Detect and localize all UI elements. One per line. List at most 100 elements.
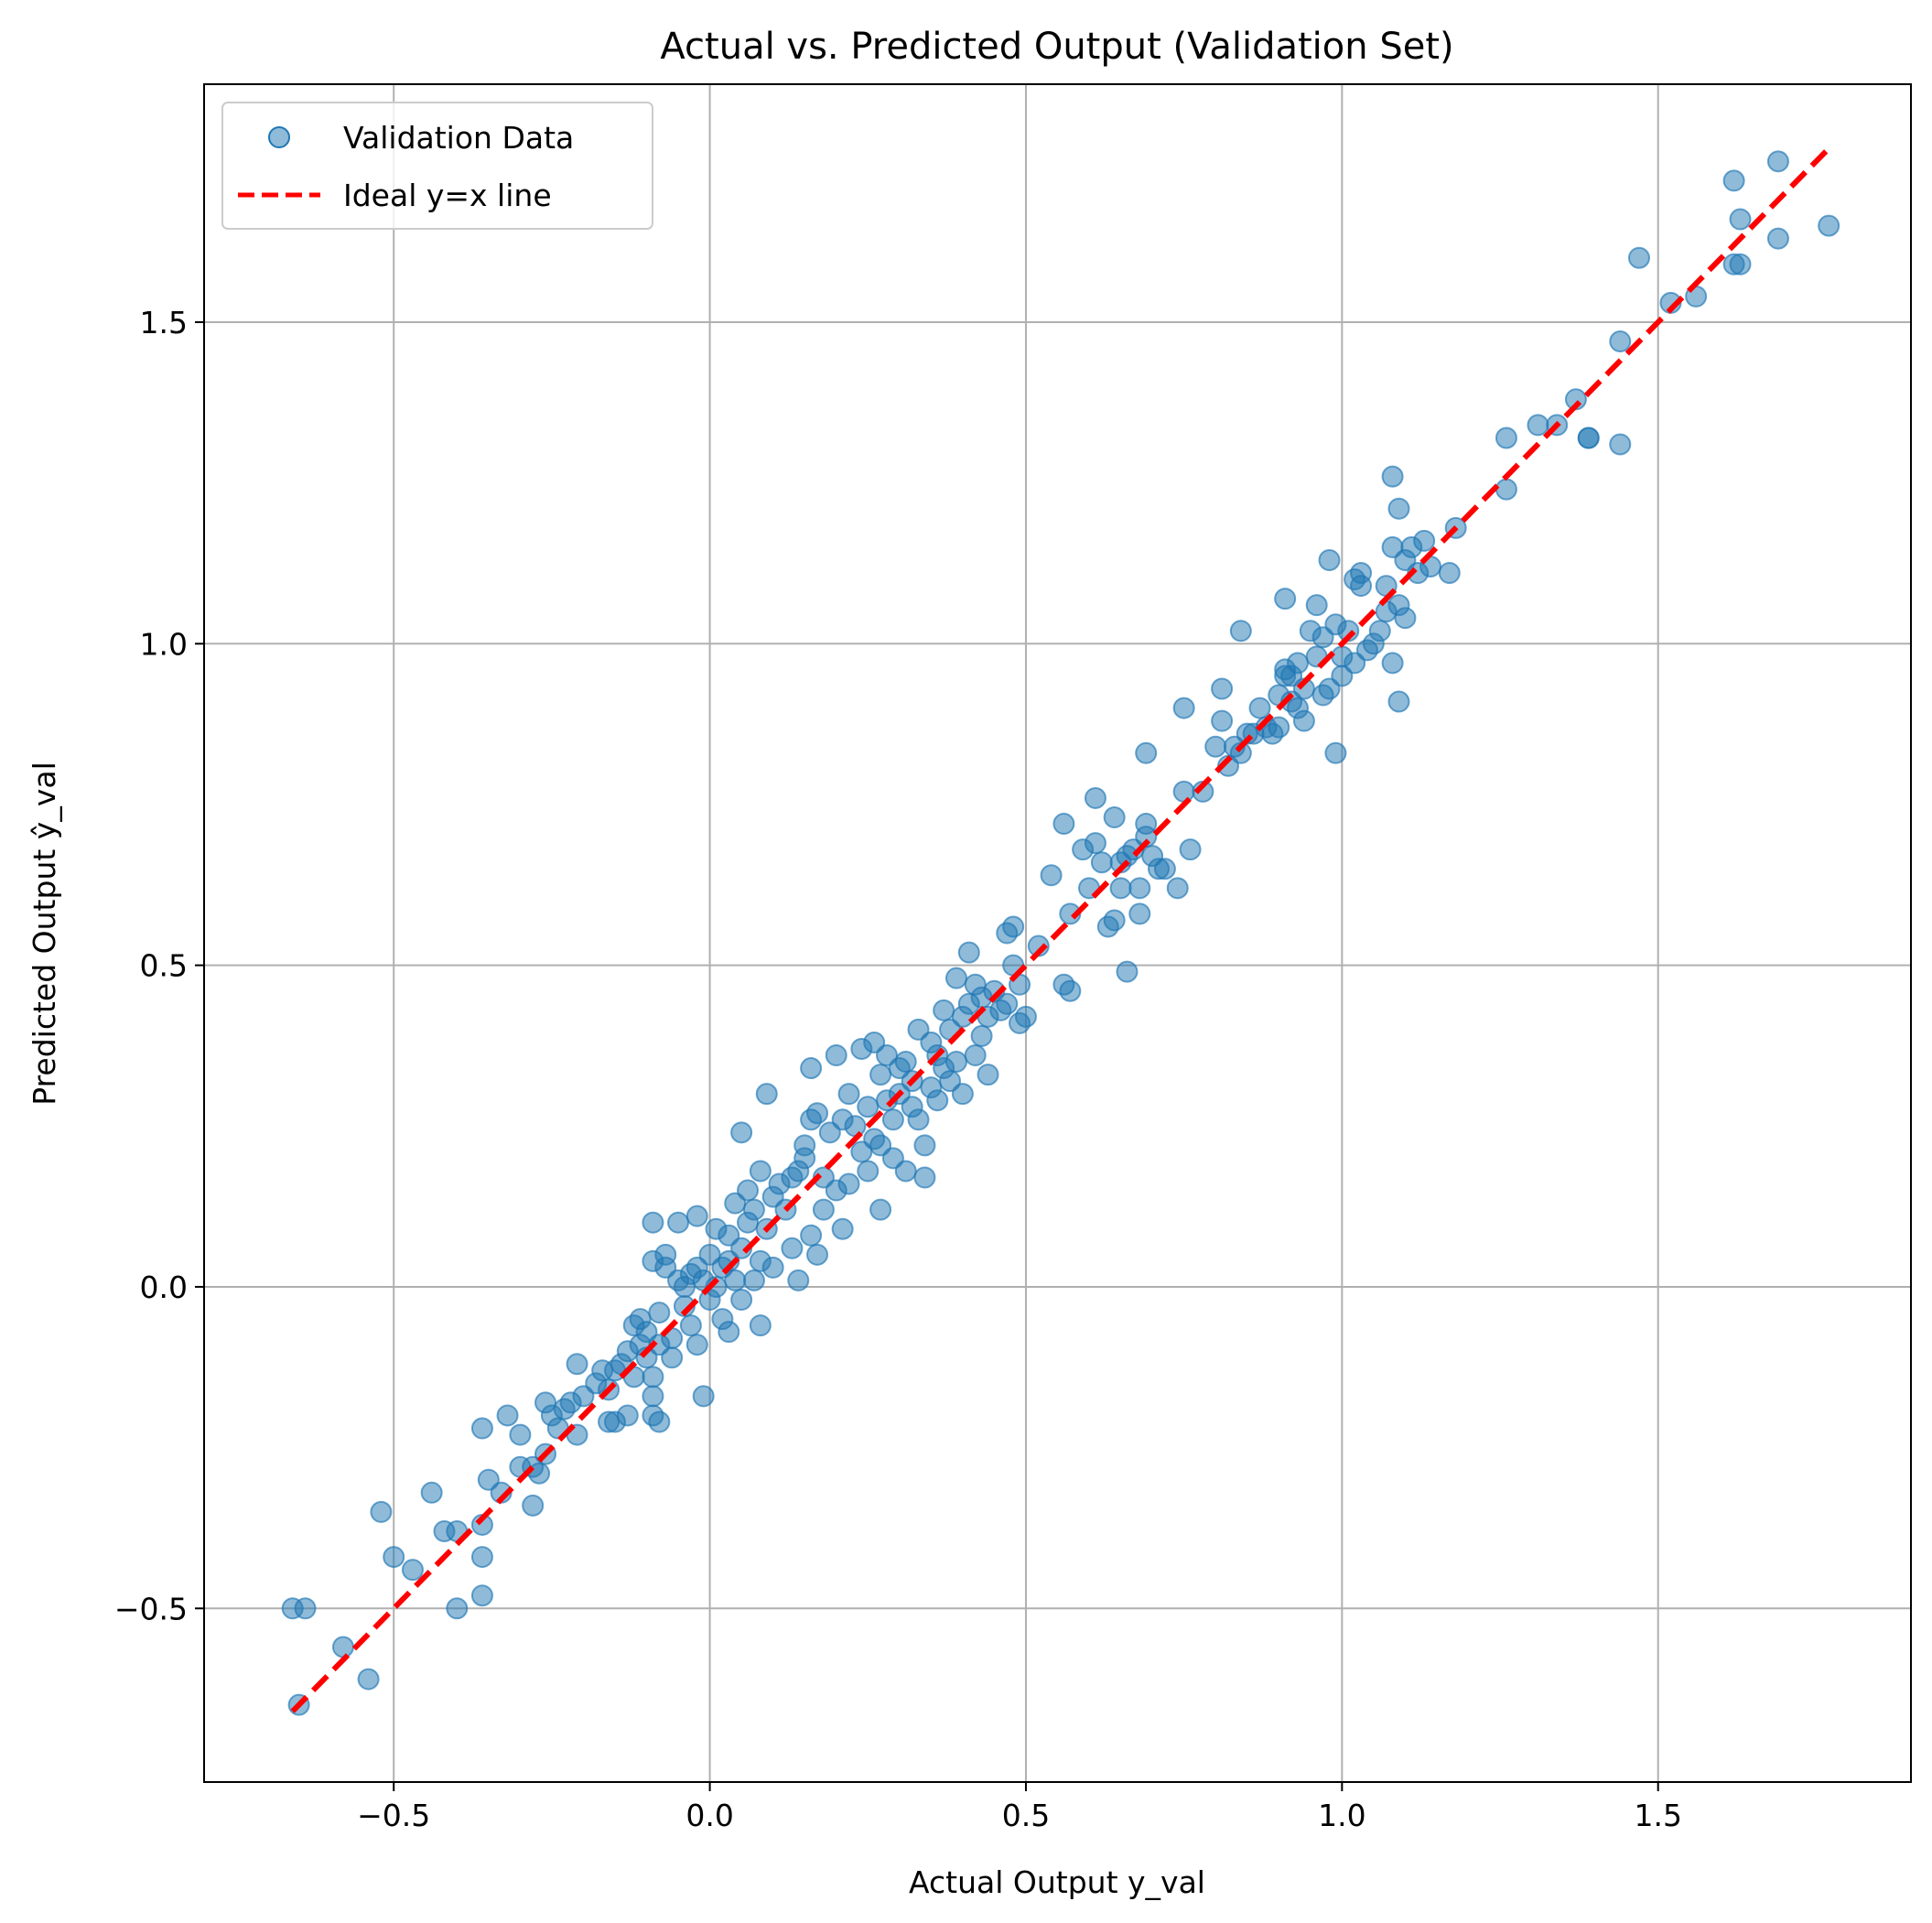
data-point xyxy=(1014,1005,1037,1028)
data-point xyxy=(1350,575,1373,598)
x-tick-label: −0.5 xyxy=(357,1798,430,1833)
data-point xyxy=(1368,620,1391,643)
data-point xyxy=(1387,497,1410,520)
data-point xyxy=(648,1410,671,1433)
data-point xyxy=(869,1064,892,1086)
data-point xyxy=(755,1083,778,1106)
data-point xyxy=(1211,677,1234,700)
data-point xyxy=(812,1198,835,1221)
data-point xyxy=(913,1166,936,1189)
data-point xyxy=(685,1205,708,1227)
data-point xyxy=(970,1024,993,1047)
data-point xyxy=(616,1404,639,1427)
legend: Validation Data Ideal y=x line xyxy=(221,102,653,230)
data-point xyxy=(1059,979,1082,1002)
data-point xyxy=(944,967,967,989)
plot-frame xyxy=(203,83,1912,1783)
grid xyxy=(204,84,1911,1782)
data-point xyxy=(831,1217,854,1240)
data-point xyxy=(383,1546,405,1569)
ideal-line xyxy=(290,146,1831,1713)
data-point xyxy=(642,1366,664,1388)
data-point xyxy=(718,1321,740,1344)
data-point xyxy=(1394,607,1417,630)
data-point xyxy=(749,1314,772,1337)
data-point xyxy=(894,1160,917,1183)
data-point xyxy=(1609,433,1632,456)
data-point xyxy=(1135,741,1158,764)
data-point xyxy=(926,1089,949,1112)
data-point xyxy=(331,1636,354,1658)
data-point xyxy=(1286,652,1309,675)
data-point xyxy=(787,1269,810,1291)
data-point xyxy=(1818,214,1840,237)
legend-marker-validation xyxy=(268,126,290,148)
data-point xyxy=(1527,414,1549,437)
data-point xyxy=(800,1057,823,1080)
data-point xyxy=(781,1237,804,1259)
legend-label-validation: Validation Data xyxy=(343,120,574,156)
y-tick-label: 0.0 xyxy=(140,1269,188,1305)
x-axis-label: Actual Output y_val xyxy=(909,1864,1205,1900)
data-point xyxy=(1204,735,1227,758)
data-point xyxy=(806,1243,829,1266)
x-tick-label: 0.5 xyxy=(1002,1798,1050,1833)
data-point xyxy=(749,1160,772,1183)
data-point xyxy=(1211,709,1234,732)
data-point xyxy=(509,1423,532,1446)
x-tick-label: 1.0 xyxy=(1318,1798,1365,1833)
data-point xyxy=(730,1121,753,1144)
chart-title: Actual vs. Predicted Output (Validation … xyxy=(660,26,1453,68)
data-point xyxy=(1229,620,1252,643)
data-point xyxy=(1128,877,1151,900)
data-point xyxy=(1090,851,1113,874)
legend-box xyxy=(221,102,653,230)
data-point xyxy=(837,1083,860,1106)
data-point xyxy=(685,1334,708,1356)
data-point xyxy=(654,1243,677,1266)
data-point xyxy=(667,1211,690,1234)
data-point xyxy=(1766,150,1789,173)
y-tick-label: 0.5 xyxy=(140,948,188,984)
y-tick-label: 1.5 xyxy=(140,305,188,340)
data-point xyxy=(742,1198,765,1221)
data-point xyxy=(1495,478,1517,501)
data-point xyxy=(857,1096,880,1118)
data-point xyxy=(1577,427,1600,449)
data-point xyxy=(522,1494,545,1517)
data-point xyxy=(648,1302,671,1324)
data-point xyxy=(1248,697,1271,719)
data-point xyxy=(1084,832,1106,855)
data-point xyxy=(1438,562,1461,585)
data-point xyxy=(1627,246,1650,269)
data-point xyxy=(1128,902,1151,925)
data-point xyxy=(844,1115,867,1138)
data-points xyxy=(281,150,1840,1716)
data-point xyxy=(1381,465,1404,488)
y-tick-label: −0.5 xyxy=(114,1591,188,1626)
data-point xyxy=(800,1224,823,1247)
data-point xyxy=(933,999,955,1021)
data-point xyxy=(661,1346,684,1369)
data-point xyxy=(294,1597,317,1620)
x-tick-label: 0.0 xyxy=(685,1798,733,1833)
data-point xyxy=(1002,915,1025,938)
data-point xyxy=(1305,594,1328,617)
data-point xyxy=(401,1559,424,1582)
data-point xyxy=(1166,877,1189,900)
data-point xyxy=(957,941,980,964)
data-point xyxy=(913,1134,936,1157)
data-point xyxy=(1318,548,1341,571)
data-point xyxy=(1179,838,1202,861)
data-point xyxy=(1609,330,1632,353)
data-point xyxy=(1292,709,1315,732)
data-point xyxy=(1766,227,1789,250)
data-point xyxy=(446,1597,469,1620)
data-point xyxy=(1413,529,1436,552)
data-point xyxy=(357,1668,380,1691)
data-point xyxy=(692,1385,715,1408)
data-point xyxy=(1729,208,1752,231)
data-point xyxy=(642,1211,664,1234)
data-point xyxy=(1109,877,1132,900)
